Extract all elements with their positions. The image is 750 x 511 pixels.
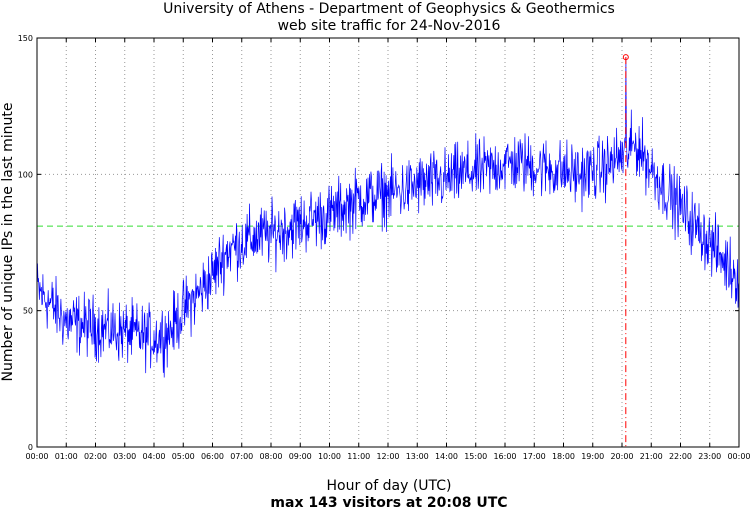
y-tick-label: 150 xyxy=(18,34,33,43)
x-tick-label: 06:00 xyxy=(201,452,224,461)
x-axis-ticks: 00:00 01:00 02:00 03:00 04:00 05:00 06:00 07:00… xyxy=(25,38,750,461)
y-tick-label: 50 xyxy=(23,307,33,316)
grid-lines xyxy=(37,38,739,447)
y-tick-label: 100 xyxy=(18,170,33,179)
x-tick-label: 16:00 xyxy=(493,452,516,461)
x-tick-label: 22:00 xyxy=(669,452,692,461)
x-tick-label: 04:00 xyxy=(142,452,165,461)
x-tick-label: 09:00 xyxy=(289,452,312,461)
max-marker-point xyxy=(622,54,629,61)
x-tick-label: 18:00 xyxy=(552,452,575,461)
x-tick-label: 00:00 xyxy=(727,452,750,461)
x-tick-label: 00:00 xyxy=(25,452,48,461)
y-tick-label: 0 xyxy=(28,443,33,452)
x-tick-label: 12:00 xyxy=(376,452,399,461)
x-tick-label: 11:00 xyxy=(347,452,370,461)
x-tick-label: 20:00 xyxy=(610,452,633,461)
x-tick-label: 14:00 xyxy=(435,452,458,461)
x-tick-label: 21:00 xyxy=(640,452,663,461)
x-tick-label: 02:00 xyxy=(84,452,107,461)
x-tick-label: 07:00 xyxy=(230,452,253,461)
y-axis-label: Number of unique IPs in the last minute xyxy=(0,103,16,382)
x-tick-label: 05:00 xyxy=(172,452,195,461)
x-tick-label: 17:00 xyxy=(523,452,546,461)
traffic-line xyxy=(36,57,740,378)
max-visitors-note: max 143 visitors at 20:08 UTC xyxy=(270,495,507,511)
x-tick-label: 10:00 xyxy=(318,452,341,461)
x-tick-label: 03:00 xyxy=(113,452,136,461)
x-tick-label: 08:00 xyxy=(259,452,282,461)
max-marker xyxy=(622,54,629,447)
x-tick-label: 15:00 xyxy=(464,452,487,461)
x-tick-label: 19:00 xyxy=(581,452,604,461)
x-tick-label: 23:00 xyxy=(698,452,721,461)
x-tick-label: 01:00 xyxy=(55,452,78,461)
chart-title: University of Athens - Department of Geo… xyxy=(163,1,615,17)
x-tick-label: 13:00 xyxy=(406,452,429,461)
x-axis-label: Hour of day (UTC) xyxy=(327,478,452,494)
traffic-series xyxy=(36,57,740,378)
chart-subtitle: web site traffic for 24-Nov-2016 xyxy=(278,18,501,34)
y-axis-ticks: 0 50 100 150 xyxy=(18,34,739,452)
